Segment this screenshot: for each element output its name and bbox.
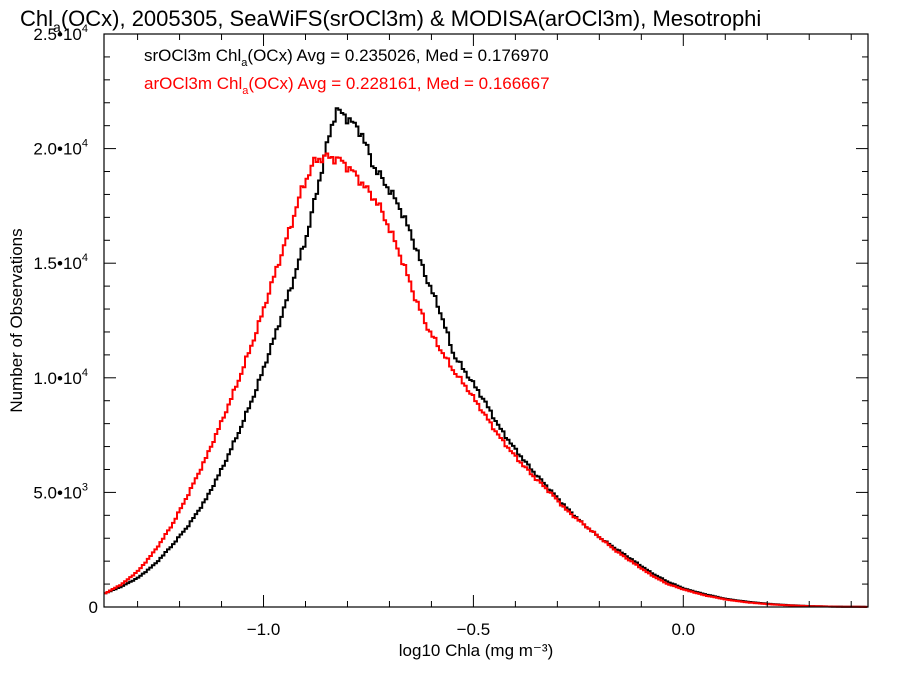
y-tick-label: 2.5•104 xyxy=(33,23,88,44)
y-tick-label: 1.0•104 xyxy=(33,367,88,388)
legend-entry-sroci3m: srOCl3m Chla(OCx) Avg = 0.235026, Med = … xyxy=(144,46,549,69)
x-tick-label: −1.0 xyxy=(247,620,281,639)
plot-frame xyxy=(103,33,869,608)
x-tick-label: −0.5 xyxy=(457,620,491,639)
y-tick-label: 2.0•104 xyxy=(33,138,88,159)
legend: srOCl3m Chla(OCx) Avg = 0.235026, Med = … xyxy=(144,46,550,97)
y-tick-label: 0 xyxy=(89,598,98,617)
y-axis-label: Number of Observations xyxy=(7,228,26,412)
series-line-sroci3m xyxy=(104,107,868,608)
chart-title-group: Chla(OCx), 2005305, SeaWiFS(srOCl3m) & M… xyxy=(20,6,761,35)
y-tick-label: 5.0•103 xyxy=(33,481,88,502)
x-tick-label: 0.0 xyxy=(671,620,695,639)
axes-group: −1.0 −0.5 0.0 0 5.0•103 1.0•104 1.5•104 2.0•104… xyxy=(7,23,869,660)
x-axis-label: log10 Chla (mg m⁻³) xyxy=(399,641,553,660)
legend-entry-aroci3m: arOCl3m Chla(OCx) Avg = 0.228161, Med = … xyxy=(144,74,550,97)
chart-title: Chla(OCx), 2005305, SeaWiFS(srOCl3m) & M… xyxy=(20,6,761,35)
series-group xyxy=(104,107,868,608)
series-line-aroci3m xyxy=(104,152,868,608)
y-tick-label: 1.5•104 xyxy=(33,252,88,273)
